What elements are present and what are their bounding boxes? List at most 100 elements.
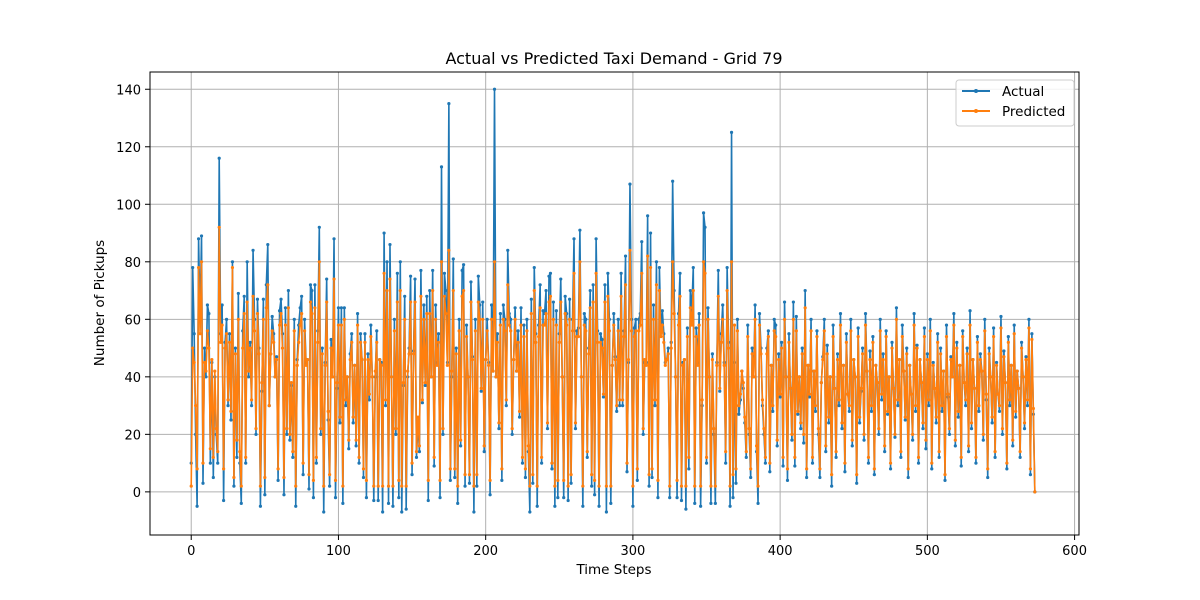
data-point-actual bbox=[548, 271, 553, 275]
data-point-actual bbox=[983, 317, 987, 321]
data-point-predicted bbox=[651, 317, 656, 321]
data-point-predicted bbox=[732, 323, 737, 327]
data-point-actual bbox=[275, 355, 279, 359]
data-point-actual bbox=[369, 323, 373, 327]
data-point-predicted bbox=[996, 392, 1000, 396]
data-point-predicted bbox=[516, 340, 520, 344]
data-point-predicted bbox=[738, 392, 742, 396]
data-point-predicted bbox=[719, 340, 723, 344]
data-point-actual bbox=[952, 311, 956, 316]
data-point-predicted bbox=[955, 346, 959, 350]
data-point-actual bbox=[528, 510, 532, 514]
data-point-actual bbox=[254, 432, 258, 436]
data-point-predicted bbox=[497, 421, 501, 425]
data-point-predicted bbox=[285, 427, 289, 431]
data-point-predicted bbox=[947, 427, 952, 431]
data-point-actual bbox=[283, 306, 288, 310]
data-point-predicted bbox=[819, 380, 823, 385]
data-point-predicted bbox=[194, 403, 198, 408]
data-point-actual bbox=[276, 478, 280, 482]
data-point-actual bbox=[986, 475, 990, 480]
data-point-predicted bbox=[777, 357, 781, 362]
data-point-actual bbox=[657, 265, 662, 270]
data-point-actual bbox=[1011, 444, 1015, 448]
data-point-actual bbox=[347, 447, 351, 451]
data-point-predicted bbox=[481, 317, 485, 321]
data-point-predicted bbox=[196, 265, 201, 270]
data-point-predicted bbox=[675, 478, 679, 482]
data-point-actual bbox=[847, 409, 851, 413]
data-point-actual bbox=[351, 421, 355, 425]
data-point-actual bbox=[504, 403, 508, 408]
data-point-actual bbox=[835, 352, 840, 356]
chart-title: Actual vs Predicted Taxi Demand - Grid 7… bbox=[445, 49, 782, 68]
data-point-actual bbox=[229, 418, 233, 422]
data-point-predicted bbox=[1028, 467, 1033, 471]
data-point-actual bbox=[489, 303, 494, 307]
data-point-actual bbox=[794, 314, 798, 319]
x-tick-label: 300 bbox=[620, 544, 645, 559]
data-point-actual bbox=[618, 403, 622, 408]
data-point-predicted bbox=[263, 475, 267, 480]
data-point-predicted bbox=[668, 484, 672, 488]
data-point-predicted bbox=[984, 392, 988, 396]
data-point-actual bbox=[590, 484, 594, 488]
data-point-actual bbox=[803, 288, 807, 293]
data-point-actual bbox=[693, 501, 697, 505]
data-point-predicted bbox=[782, 317, 787, 321]
data-point-actual bbox=[858, 421, 862, 425]
data-point-predicted bbox=[992, 334, 996, 339]
data-point-predicted bbox=[785, 467, 790, 471]
data-point-actual bbox=[968, 309, 972, 313]
data-point-actual bbox=[656, 496, 660, 500]
data-point-predicted bbox=[631, 484, 635, 488]
data-point-actual bbox=[650, 475, 654, 480]
data-point-predicted bbox=[647, 473, 651, 477]
data-point-predicted bbox=[372, 484, 376, 488]
data-point-predicted bbox=[858, 415, 862, 419]
data-point-actual bbox=[588, 288, 592, 293]
data-point-predicted bbox=[806, 363, 810, 367]
data-point-actual bbox=[855, 481, 859, 485]
data-point-actual bbox=[559, 277, 563, 281]
data-point-actual bbox=[372, 498, 376, 503]
data-point-actual bbox=[757, 311, 762, 316]
data-point-actual bbox=[438, 496, 442, 500]
data-point-predicted bbox=[797, 375, 801, 379]
data-point-predicted bbox=[485, 329, 489, 333]
data-point-actual bbox=[713, 501, 717, 505]
data-point-actual bbox=[1006, 334, 1010, 339]
data-point-actual bbox=[239, 501, 243, 505]
data-point-predicted bbox=[1022, 421, 1027, 425]
data-point-actual bbox=[224, 317, 229, 321]
data-point-predicted bbox=[1005, 461, 1009, 465]
data-point-predicted bbox=[810, 455, 815, 459]
data-point-predicted bbox=[750, 352, 754, 356]
data-point-actual bbox=[619, 271, 623, 275]
data-point-predicted bbox=[961, 334, 965, 339]
data-point-predicted bbox=[643, 357, 647, 362]
data-point-predicted bbox=[488, 478, 492, 482]
data-point-actual bbox=[394, 432, 398, 436]
data-point-actual bbox=[900, 323, 904, 327]
data-point-actual bbox=[612, 311, 616, 316]
data-point-actual bbox=[500, 478, 504, 482]
data-point-predicted bbox=[987, 352, 991, 356]
data-point-predicted bbox=[457, 329, 461, 333]
data-point-predicted bbox=[506, 283, 510, 287]
data-point-actual bbox=[244, 461, 248, 465]
data-point-predicted bbox=[434, 317, 438, 321]
data-point-predicted bbox=[971, 357, 975, 362]
data-point-predicted bbox=[416, 415, 420, 419]
data-point-actual bbox=[888, 467, 893, 471]
data-point-predicted bbox=[874, 363, 878, 367]
data-point-actual bbox=[233, 346, 237, 350]
data-point-actual bbox=[651, 303, 656, 307]
data-point-actual bbox=[927, 403, 931, 408]
data-point-actual bbox=[725, 265, 729, 270]
data-point-actual bbox=[376, 498, 380, 503]
data-point-actual bbox=[881, 352, 885, 356]
data-point-predicted bbox=[320, 352, 324, 356]
data-point-predicted bbox=[741, 380, 745, 385]
data-point-predicted bbox=[756, 484, 760, 488]
